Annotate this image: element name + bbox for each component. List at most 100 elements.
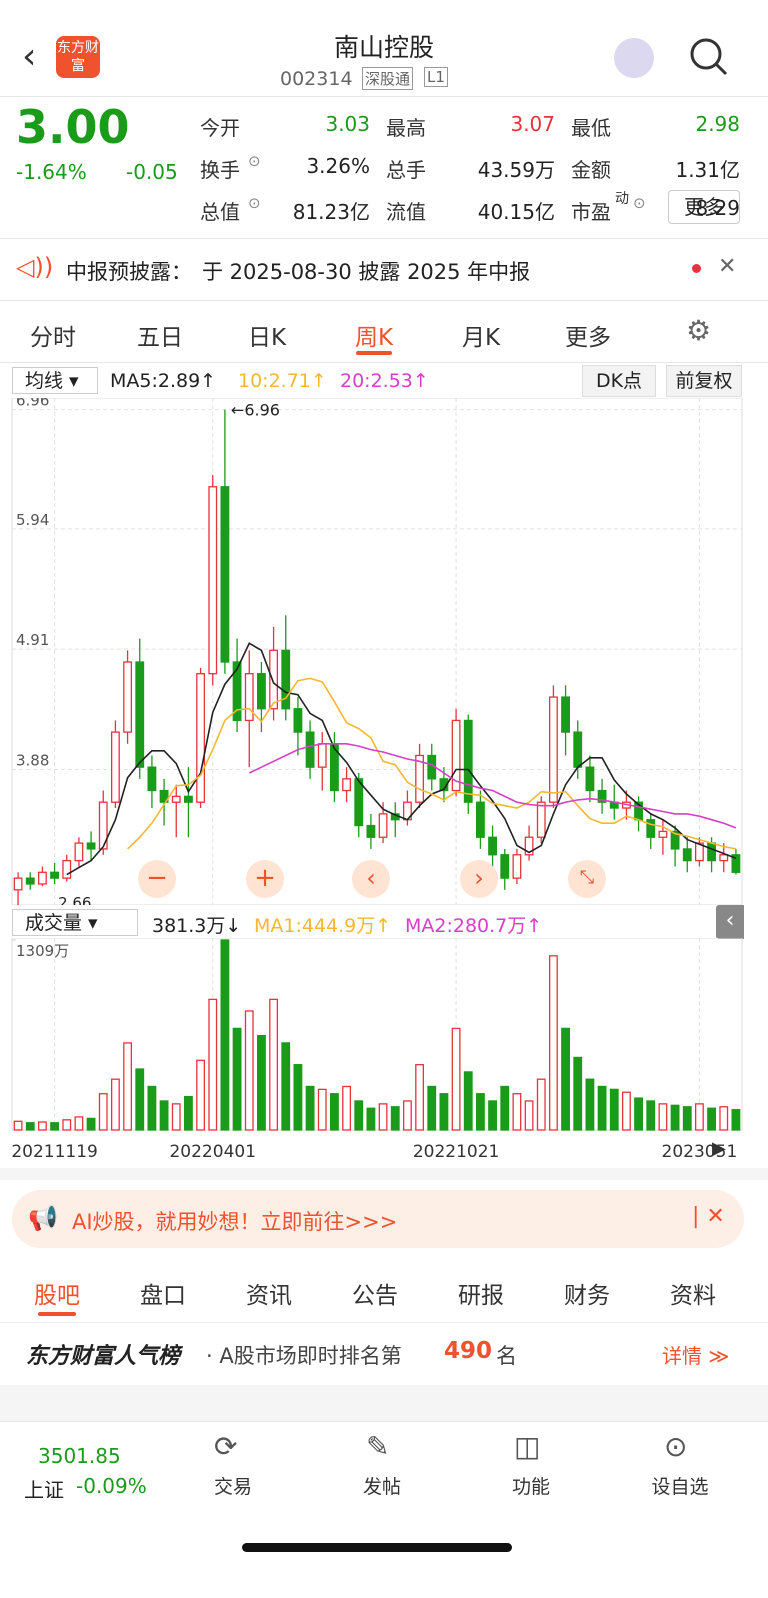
tab[interactable]: 分时 <box>30 325 76 351</box>
candle-body <box>147 766 157 792</box>
volume-bar <box>451 1027 461 1131</box>
candle-body <box>415 754 425 803</box>
banner-close[interactable]: | ✕ <box>692 1204 725 1229</box>
rank-detail[interactable]: 详情 ≫ <box>662 1344 730 1368</box>
tab[interactable]: 五日 <box>137 325 183 351</box>
field-value: 3.07 <box>510 112 555 136</box>
volume-bar <box>62 1119 72 1131</box>
volume-bar <box>86 1117 96 1131</box>
change-pct: -1.64% <box>16 160 87 184</box>
volume-bar <box>342 1085 352 1131</box>
tab[interactable]: 日K <box>247 325 287 351</box>
candle-body <box>196 673 206 803</box>
vol-select[interactable]: 成交量 ▾ <box>12 909 138 936</box>
dot <box>692 264 701 273</box>
volume-bar <box>536 1078 546 1131</box>
volume-bar <box>147 1085 157 1131</box>
tab-underline <box>356 351 392 355</box>
volume-bar <box>74 1116 84 1131</box>
tab[interactable]: 盘口 <box>140 1283 186 1309</box>
candle-body <box>488 836 498 856</box>
back[interactable]: ‹ <box>22 36 37 77</box>
field-value: 81.23亿 <box>292 200 370 224</box>
candle-body <box>670 830 680 850</box>
nav-item[interactable]: 交易 <box>213 1476 252 1498</box>
divider <box>0 96 768 97</box>
candle-body <box>50 871 60 879</box>
more-button[interactable]: 更多 <box>668 190 740 224</box>
volume-bar <box>707 1107 717 1131</box>
zoom-in[interactable]: + <box>246 860 284 898</box>
volume-bar <box>512 1093 522 1131</box>
candle-body <box>208 486 218 675</box>
ma-select[interactable]: 均线 ▾ <box>12 367 98 394</box>
v-tick-label: 1309万 <box>16 942 69 960</box>
tab[interactable]: 研报 <box>458 1283 504 1309</box>
volume-bar <box>220 939 230 1131</box>
tab[interactable]: 资料 <box>670 1283 716 1309</box>
next[interactable]: › <box>460 860 498 898</box>
rank-unit: 名 <box>496 1344 517 1368</box>
close[interactable]: ✕ <box>718 254 737 279</box>
side-tab[interactable]: ‹ <box>716 905 744 939</box>
tab[interactable]: 财务 <box>564 1283 610 1309</box>
controls: − + ‹ › ⤡ <box>0 860 768 900</box>
volume-bar <box>548 955 558 1131</box>
volume-bar <box>609 1088 619 1131</box>
vol-ma1: MA1:444.9万↑ <box>254 915 392 937</box>
volume-bar <box>524 1100 534 1131</box>
info-icon: ⊙ <box>248 194 261 212</box>
dk-button[interactable]: DK点 <box>582 365 656 397</box>
tab[interactable]: 公告 <box>352 1283 398 1309</box>
nav-item[interactable]: 功能 <box>511 1476 550 1498</box>
fullscreen[interactable]: ⤡ <box>568 860 606 898</box>
adjust-button[interactable]: 前复权 <box>666 365 742 397</box>
volume-bar <box>25 1122 35 1131</box>
candle-body <box>536 801 546 838</box>
candle-body <box>293 708 303 733</box>
nav-item[interactable]: 发帖 <box>362 1476 401 1498</box>
field-label: 总值 <box>200 200 240 224</box>
ma-line <box>66 642 737 876</box>
index-value[interactable]: 3501.85 <box>38 1444 121 1468</box>
tab[interactable]: 月K <box>461 325 501 351</box>
nav-item[interactable]: 设自选 <box>651 1476 709 1498</box>
volume-bar <box>402 1100 412 1131</box>
avatar[interactable] <box>614 38 654 78</box>
volume-bar <box>13 1120 23 1131</box>
x-tick-label: 2023051 <box>662 1142 738 1162</box>
tab[interactable]: 更多 <box>565 325 611 351</box>
home-indicator <box>242 1543 512 1552</box>
divider <box>0 362 768 363</box>
volume-bar <box>682 1106 692 1131</box>
candle-body <box>585 766 595 792</box>
zoom-out[interactable]: − <box>138 860 176 898</box>
tab[interactable]: 股吧 <box>34 1283 80 1309</box>
tab[interactable]: 资讯 <box>246 1283 292 1309</box>
candle-body <box>500 854 510 879</box>
volume-bar <box>329 1093 339 1131</box>
ma-line <box>127 677 737 850</box>
scroll-right[interactable]: ▶ <box>712 1138 726 1159</box>
x-tick-label: 20220401 <box>169 1142 256 1162</box>
volume-bar <box>171 1103 181 1131</box>
candle-body <box>305 731 315 768</box>
tab[interactable]: 周K <box>354 325 394 351</box>
y-tick-label: 5.94 <box>16 511 49 529</box>
volume-bar <box>378 1103 388 1131</box>
field-label: 今开 <box>200 116 240 140</box>
ai-banner[interactable]: 📢 AI炒股，就用妙想！立即前往>>> | ✕ <box>12 1190 744 1248</box>
candle-body <box>123 661 133 733</box>
ma10-label: 10:2.71↑ <box>238 370 327 392</box>
search-icon[interactable] <box>688 36 730 78</box>
notice-text: 于 2025-08-30 披露 2025 年中报 <box>202 260 531 284</box>
volume-bar <box>196 1059 206 1131</box>
volume-bar <box>366 1107 376 1131</box>
volume-bar <box>731 1109 741 1131</box>
y-tick-label: 6.96 <box>16 398 49 410</box>
plot-frame <box>11 398 743 905</box>
candle-body <box>183 795 193 803</box>
field-value: 40.15亿 <box>477 200 555 224</box>
settings[interactable]: ⚙ <box>686 314 712 347</box>
prev[interactable]: ‹ <box>352 860 390 898</box>
